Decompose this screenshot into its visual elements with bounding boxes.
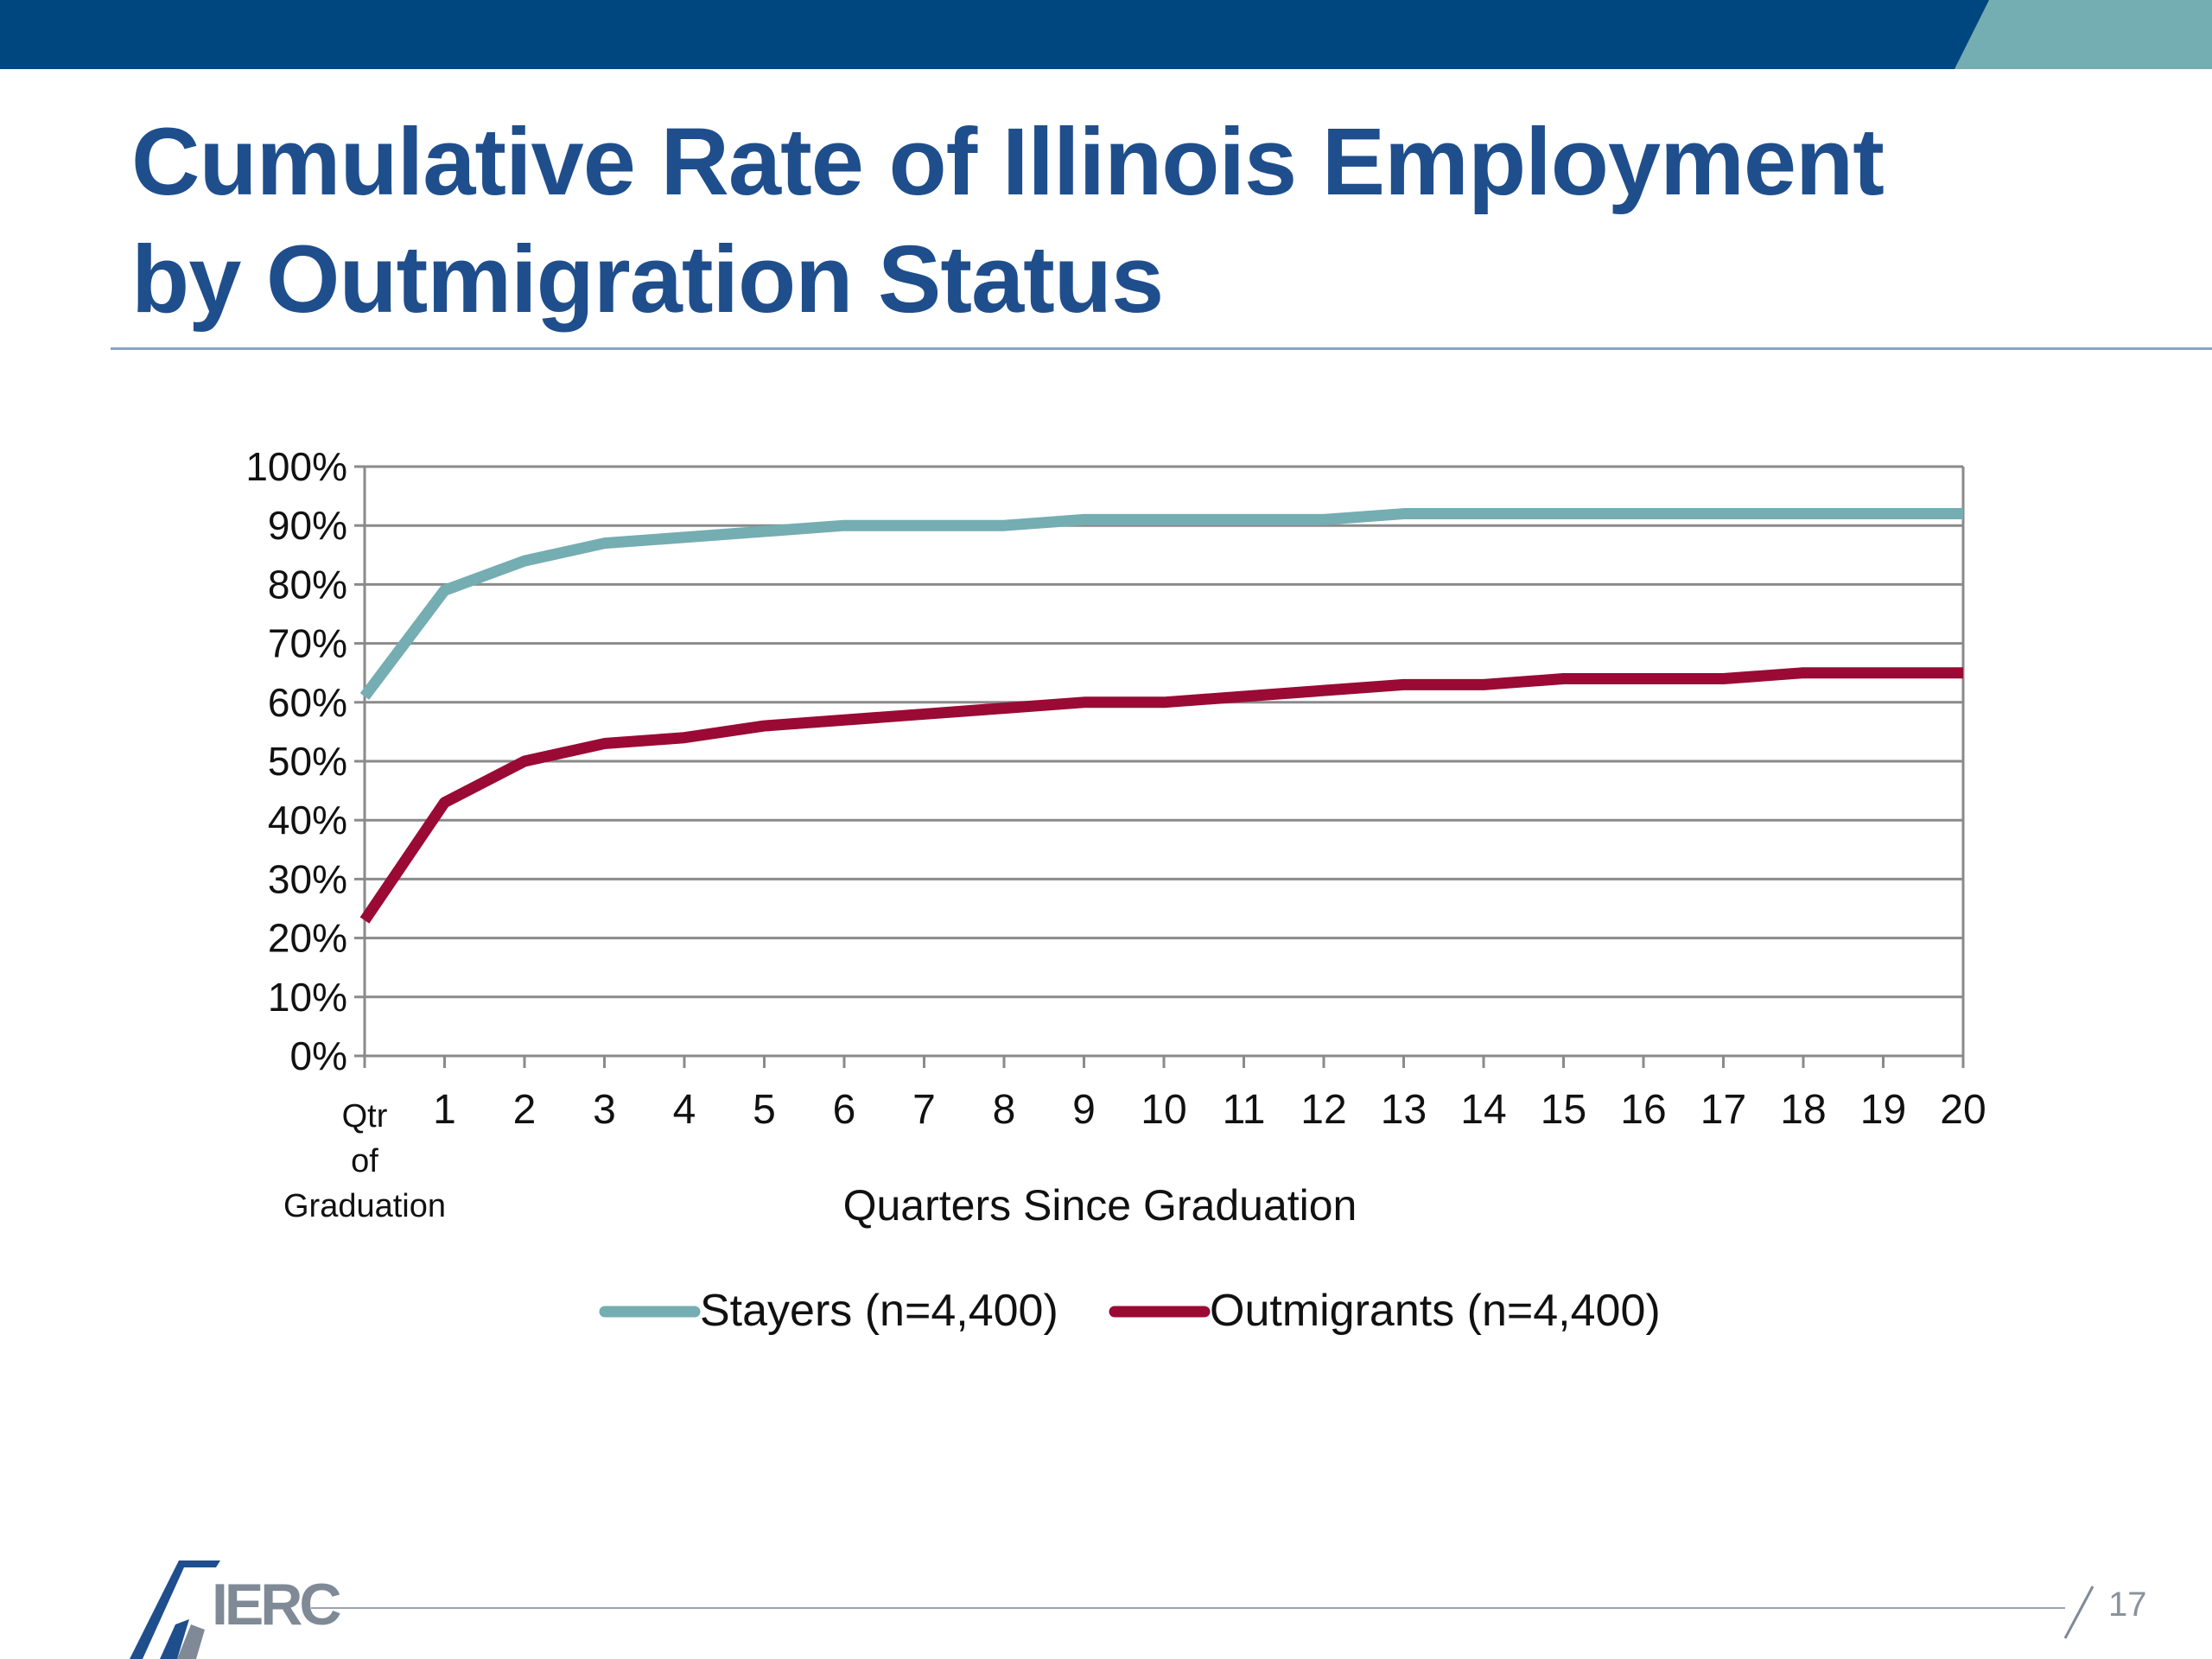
x-tick-label: 5 (753, 1087, 776, 1133)
chart-series (359, 508, 1963, 924)
y-tick-label: 40% (268, 798, 347, 842)
x-tick-label: 11 (1223, 1087, 1266, 1133)
legend-label: Outmigrants (n=4,400) (1210, 1286, 1661, 1336)
x-tick-label: 10 (1141, 1087, 1186, 1133)
x-tick-label: 12 (1300, 1087, 1346, 1133)
x-tick-label: 8 (993, 1087, 1016, 1133)
page-number: 17 (2108, 1586, 2147, 1624)
y-tick-label: 80% (268, 562, 347, 607)
slide-title-line-1: Cumulative Rate of Illinois Employment (131, 109, 1885, 215)
x-tick-label: 2 (513, 1087, 537, 1133)
x-tick-label: 6 (833, 1087, 856, 1133)
slide-title: Cumulative Rate of Illinois Employment b… (131, 104, 2032, 339)
legend-label: Stayers (n=4,400) (700, 1286, 1058, 1336)
title-divider (111, 347, 2212, 350)
logo-mark-icon (130, 1560, 220, 1659)
footer-slash-icon (2063, 1586, 2094, 1639)
y-tick-label: 90% (268, 503, 347, 548)
x-tick-label: 7 (912, 1087, 936, 1133)
x-tick-label: 18 (1780, 1087, 1826, 1133)
y-tick-label: 50% (268, 739, 347, 784)
y-tick-label: 0% (290, 1033, 347, 1078)
x-axis-title: Quarters Since Graduation (843, 1181, 1357, 1230)
chart-axes (354, 465, 1965, 1068)
x-tick-label: 1 (433, 1087, 456, 1133)
y-tick-label: 10% (268, 975, 347, 1020)
line-chart: 0% 10% 20% 30% 40% 50% 60% 70% 80% 90% 100% Qtr of Gr… (245, 444, 1986, 1336)
x-tick-label: 3 (593, 1087, 616, 1133)
y-tick-label: 70% (268, 621, 347, 666)
chart-legend: Stayers (n=4,400) Outmigrants (n=4,400) (599, 1286, 1661, 1336)
x-tick-label: 14 (1460, 1087, 1506, 1133)
header-bar-main (0, 0, 2212, 69)
logo-text: IERC (212, 1572, 341, 1637)
header-bar (0, 0, 2212, 69)
x-tick-label: 16 (1620, 1087, 1666, 1133)
footer-divider (311, 1607, 2065, 1609)
grid-lines (365, 465, 1963, 1058)
header-bar-accent (1955, 0, 2212, 69)
y-tick-label: 30% (268, 856, 347, 901)
x-tick-label: 20 (1940, 1087, 1986, 1133)
ierc-logo (125, 1555, 324, 1659)
y-tick-label: 20% (268, 916, 347, 961)
x-tick-label: 4 (673, 1087, 696, 1133)
x-tick-label: 15 (1541, 1087, 1586, 1133)
slide-title-line-2: by Outmigration Status (131, 226, 1164, 333)
x-tick-label: Qtr of Graduation (283, 1098, 446, 1224)
y-tick-label: 100% (245, 444, 347, 489)
x-tick-label: 9 (1072, 1087, 1096, 1133)
x-tick-label: 13 (1381, 1087, 1427, 1133)
y-tick-label: 60% (268, 680, 347, 725)
series-line-stayers (359, 508, 1963, 700)
x-tick-label: 17 (1700, 1087, 1746, 1133)
chart-labels: 0% 10% 20% 30% 40% 50% 60% 70% 80% 90% 100% Qtr of Gr… (245, 444, 1986, 1230)
x-tick-label: 19 (1860, 1087, 1906, 1133)
series-line-outmigrants (359, 667, 1963, 924)
